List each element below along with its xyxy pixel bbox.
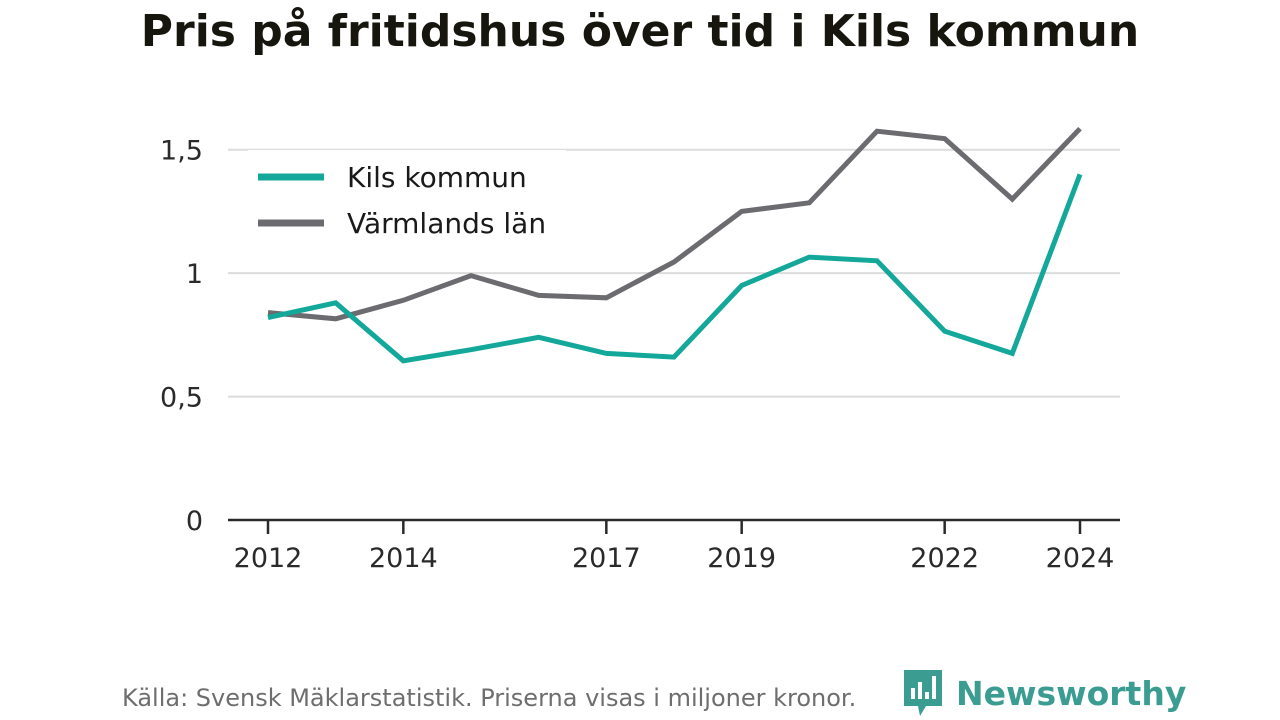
source-caption: Källa: Svensk Mäklarstatistik. Priserna … [122,684,857,712]
series-line [267,126,1082,322]
legend-label: Kils kommun [347,161,527,194]
gridlines [228,148,1120,398]
chart-bubble-logo-icon [904,670,942,716]
x-tick-label: 2014 [369,543,438,574]
brand-logo: Newsworthy [902,668,1186,718]
series-line [267,173,1083,364]
x-axis: 2012 2014 2017 2019 2022 2024 [228,518,1120,574]
x-tick-label: 2019 [707,543,776,574]
y-axis-tick-labels: 0 0,5 1 1,5 [160,136,203,537]
y-tick-label: 0 [186,506,203,537]
brand-name: Newsworthy [956,673,1187,713]
legend: Kils kommun Värmlands län [248,150,566,250]
y-tick-label: 1 [186,259,203,290]
y-tick-label: 1,5 [160,136,203,167]
x-tick-label: 2012 [234,543,303,574]
legend-background [248,150,566,250]
series-lines [267,126,1083,364]
legend-label: Värmlands län [347,207,546,240]
chart-title: Pris på fritidshus över tid i Kils kommu… [140,6,1140,57]
x-tick-label: 2022 [910,543,979,574]
x-tick-label: 2024 [1046,543,1115,574]
x-tick-label: 2017 [572,543,641,574]
y-tick-label: 0,5 [160,383,203,414]
